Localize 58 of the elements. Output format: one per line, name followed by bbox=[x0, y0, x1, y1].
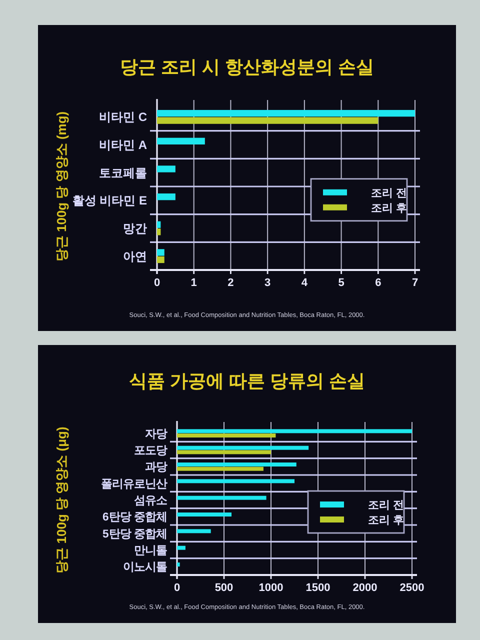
chart-title: 식품 가공에 따른 당류의 손실 bbox=[128, 371, 366, 391]
x-tick-label: 6 bbox=[375, 277, 382, 289]
x-tick-label: 1 bbox=[190, 277, 197, 289]
bar bbox=[177, 546, 186, 550]
y-tick-label: 5탄당 중합체 bbox=[102, 528, 167, 540]
bar bbox=[157, 110, 415, 117]
x-tick-label: 1500 bbox=[306, 582, 330, 594]
y-tick-label: 이노시톨 bbox=[123, 562, 167, 574]
y-tick-label: 섬유소 bbox=[134, 495, 167, 508]
y-tick-label: 과당 bbox=[145, 462, 167, 474]
x-tick-label: 500 bbox=[214, 582, 234, 594]
bar bbox=[177, 429, 412, 434]
bar bbox=[157, 117, 378, 124]
x-tick-label: 7 bbox=[412, 277, 418, 289]
bar bbox=[157, 249, 164, 256]
bar bbox=[177, 466, 264, 471]
y-tick-label: 비타민 C bbox=[99, 110, 148, 124]
y-tick-label: 6탄당 중합체 bbox=[102, 512, 167, 524]
bar bbox=[157, 138, 205, 144]
y-axis-title: 당근 100g 당 영양소 (mg) bbox=[54, 111, 69, 262]
bar bbox=[157, 193, 176, 200]
x-tick-label: 5 bbox=[338, 277, 344, 289]
chart-title: 당근 조리 시 항산화성분의 손실 bbox=[120, 57, 374, 77]
x-tick-label: 2000 bbox=[352, 582, 378, 594]
y-tick-label: 폴리유로닌산 bbox=[101, 478, 167, 490]
bar bbox=[177, 446, 309, 450]
x-tick-label: 0 bbox=[154, 277, 160, 289]
bar bbox=[177, 496, 266, 500]
bar bbox=[157, 166, 176, 172]
x-tick-label: 0 bbox=[174, 582, 180, 594]
bar bbox=[177, 529, 211, 534]
y-tick-label: 비타민 A bbox=[99, 138, 148, 152]
x-tick-label: 4 bbox=[301, 277, 308, 289]
y-tick-label: 망간 bbox=[123, 222, 147, 236]
y-tick-label: 아연 bbox=[123, 249, 147, 264]
bar bbox=[177, 462, 296, 466]
y-axis-title: 당근 100g 당 영양소 (μg) bbox=[54, 426, 69, 574]
bar bbox=[157, 228, 161, 236]
bar bbox=[177, 434, 276, 438]
x-tick-label: 1000 bbox=[258, 582, 284, 594]
legend-label: 조리 전 bbox=[368, 500, 404, 512]
bar bbox=[177, 450, 271, 454]
y-tick-label: 자당 bbox=[145, 428, 167, 440]
bar bbox=[177, 512, 232, 516]
x-tick-label: 3 bbox=[264, 277, 271, 289]
legend-label: 조리 후 bbox=[368, 514, 404, 526]
x-tick-label: 2500 bbox=[400, 582, 424, 594]
y-tick-label: 만니톨 bbox=[134, 545, 167, 558]
y-tick-label: 토코페롤 bbox=[99, 166, 147, 180]
bar bbox=[177, 479, 294, 484]
bar bbox=[157, 221, 161, 228]
bar bbox=[177, 562, 180, 566]
legend-label: 조리 후 bbox=[371, 202, 408, 214]
x-tick-label: 2 bbox=[228, 277, 234, 289]
bar bbox=[157, 256, 164, 264]
legend-label: 조리 전 bbox=[371, 187, 408, 200]
y-tick-label: 활성 비타민 E bbox=[72, 194, 147, 208]
y-tick-label: 포도당 bbox=[134, 445, 167, 458]
